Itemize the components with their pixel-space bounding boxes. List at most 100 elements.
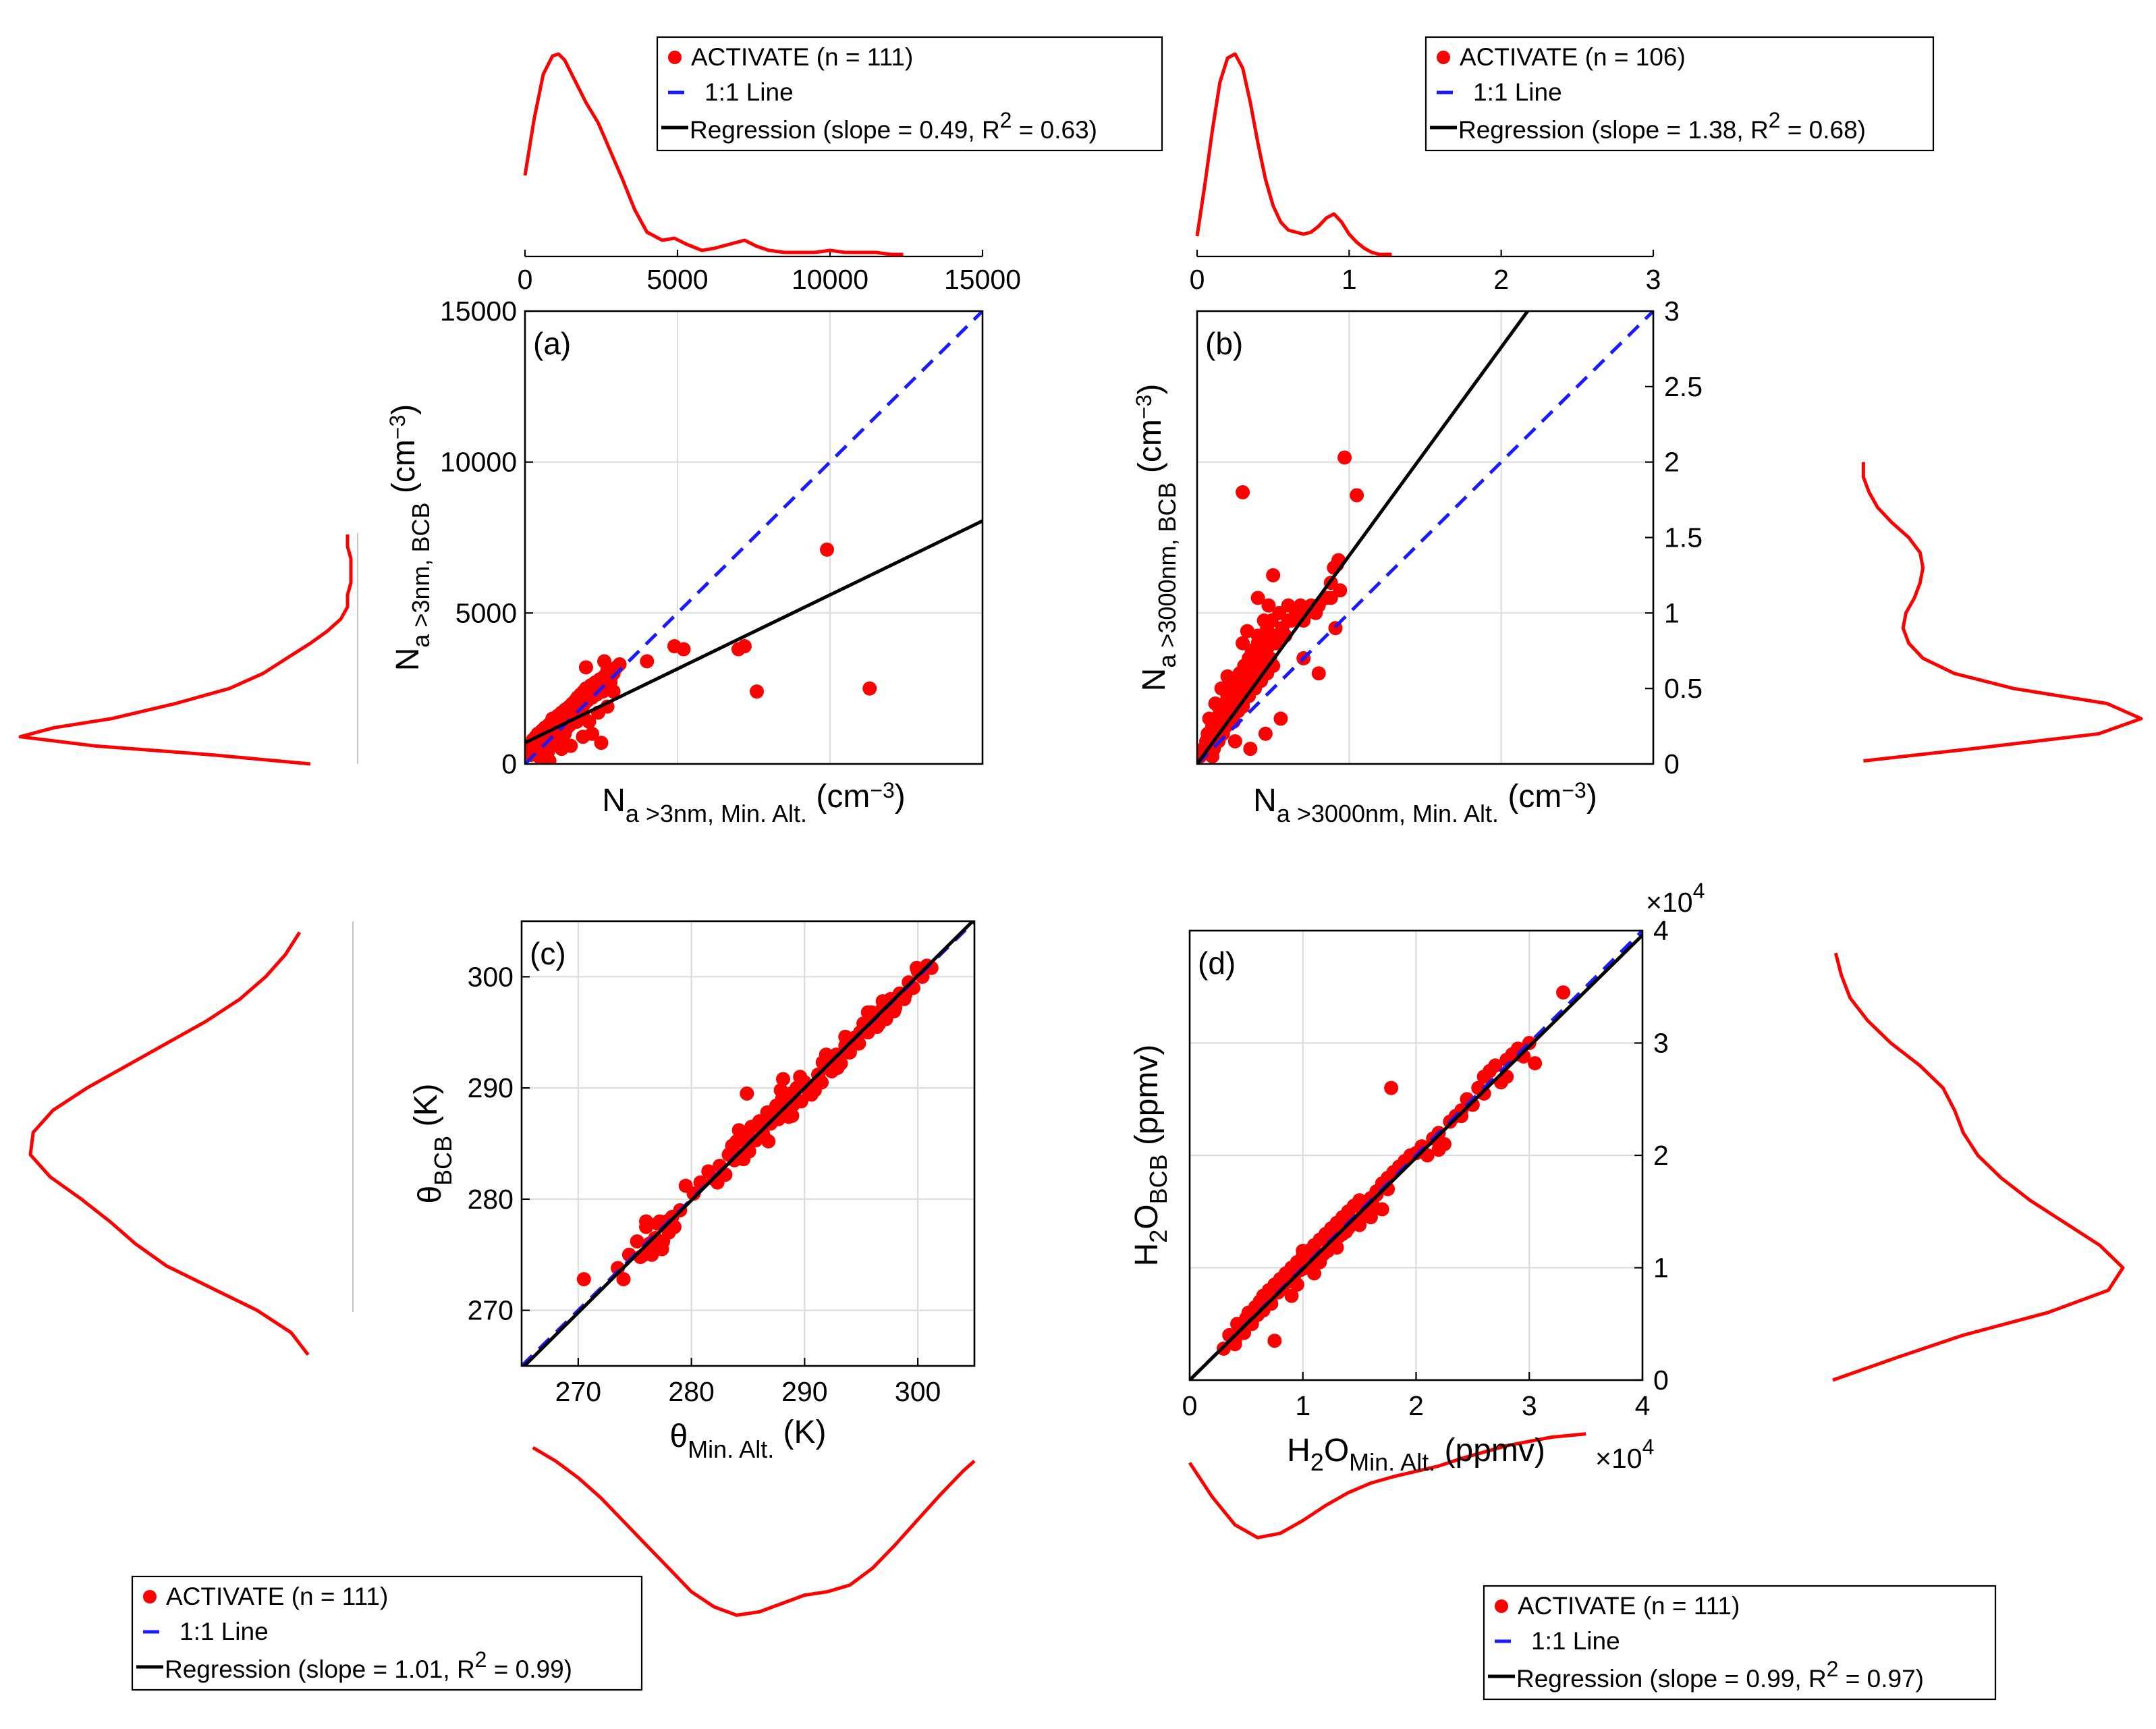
- top-axis-tick-label: 1: [1342, 264, 1357, 295]
- legend-regression-value: = 0.97): [1838, 1665, 1924, 1693]
- scatter-point: [1375, 1202, 1389, 1217]
- legend-label-points: ACTIVATE (n = 111): [1518, 1592, 1740, 1620]
- scatter-point: [578, 660, 593, 675]
- x-label-base: N: [1253, 783, 1277, 819]
- top-axis-tick-label: 0: [1190, 264, 1205, 295]
- legend-r2-exponent: 2: [1827, 1657, 1839, 1681]
- one-to-one-line: [1197, 311, 1653, 764]
- one-to-one-line: [525, 311, 983, 764]
- y-label-sub2: BCB: [1144, 1154, 1172, 1204]
- x-label-sub: a >3000nm, Min. Alt.: [1277, 800, 1499, 827]
- side-kde-curve: [18, 534, 353, 766]
- scatter-point: [1258, 726, 1273, 741]
- y-tick-label: 10000: [440, 447, 517, 478]
- y-label-unit: (cm: [386, 439, 422, 502]
- y-label-base: N: [1136, 668, 1172, 692]
- legend-box: [131, 1575, 643, 1691]
- regression-line: [525, 519, 983, 744]
- scatter-point: [804, 1087, 819, 1102]
- scatter-point: [731, 1123, 746, 1138]
- x-label-base: θ: [669, 1419, 688, 1454]
- legend-marker-points: [143, 1590, 157, 1603]
- panel-label: (a): [533, 326, 571, 361]
- scatter-point: [639, 1214, 654, 1229]
- top-axis-tick-label: 15000: [944, 264, 1021, 295]
- top-axis-tick-label: 2: [1493, 264, 1509, 295]
- scatter-point: [1528, 1055, 1543, 1070]
- scatter-point: [793, 1070, 808, 1085]
- top-axis-tick-label: 5000: [646, 264, 708, 295]
- scatter-point: [781, 1109, 796, 1124]
- legend-regression-value: = 0.68): [1780, 116, 1866, 144]
- scatter-point: [542, 754, 557, 764]
- top-axis-tick-label: 0: [518, 264, 533, 295]
- scatter-point: [1273, 711, 1288, 726]
- legend-regression-value: = 0.63): [1012, 116, 1097, 144]
- scatter-point: [1240, 624, 1254, 638]
- x-label-sub2: Min. Alt.: [1349, 1448, 1435, 1476]
- x-tick-label: 3: [1522, 1390, 1537, 1421]
- x-axis-label: Na >3000nm, Min. Alt. (cm−3): [1253, 778, 1597, 827]
- scale-times-ten: ×10: [1595, 1443, 1642, 1474]
- scatter-point: [1384, 1080, 1399, 1095]
- axes-frame: [520, 920, 976, 1367]
- y-tick-label: 0: [1664, 748, 1680, 779]
- scatter-point: [1312, 1255, 1327, 1269]
- y-label-sup: −3: [385, 415, 410, 439]
- scatter-point: [1284, 1288, 1299, 1303]
- scatter-point: [594, 736, 609, 750]
- y-label-mid: O: [1129, 1204, 1165, 1229]
- x-tick-label: 270: [555, 1376, 601, 1407]
- scatter-point: [1307, 1266, 1322, 1281]
- y-tick-label: 280: [468, 1184, 514, 1215]
- scatter-point: [773, 1082, 788, 1097]
- y-tick-label: 1: [1664, 597, 1680, 628]
- legend-marker-points: [668, 51, 682, 64]
- scale-exponent: 4: [1693, 879, 1705, 903]
- x-label-unit: (cm: [1499, 779, 1561, 815]
- y-tick-label: 2.5: [1664, 371, 1703, 402]
- scatter-point: [686, 1186, 701, 1201]
- y-label-close: ): [1132, 384, 1168, 395]
- legend-regression-text: Regression (slope = 1.38, R: [1458, 116, 1769, 144]
- legend-label-regression: Regression (slope = 0.99, R2 = 0.97): [1516, 1657, 1924, 1693]
- scatter-point: [1323, 591, 1338, 605]
- scatter-point: [725, 1138, 740, 1153]
- panel-label: (b): [1205, 326, 1243, 361]
- scatter-point: [819, 542, 834, 557]
- legend-label-regression: Regression (slope = 1.01, R2 = 0.99): [165, 1647, 572, 1683]
- y-label-base: N: [390, 648, 426, 671]
- panel-label: (d): [1198, 945, 1236, 981]
- x-tick-label: 2: [1408, 1390, 1424, 1421]
- x-label-close: ): [895, 779, 906, 815]
- scatter-point: [1227, 734, 1242, 748]
- scatter-point: [769, 1098, 783, 1113]
- scatter-point: [1214, 681, 1229, 696]
- x-tick-label: 290: [781, 1376, 827, 1407]
- scatter-point: [838, 1029, 853, 1044]
- scatter-point: [1488, 1058, 1503, 1073]
- scatter-point: [630, 1234, 644, 1248]
- scatter-point: [776, 1072, 791, 1087]
- scatter-point: [1205, 749, 1220, 764]
- scatter-point: [862, 681, 877, 696]
- y-label-unit: (ppmv): [1129, 1045, 1165, 1155]
- top-axis-tick-label: 10000: [792, 264, 868, 295]
- y-label-unit: (cm: [1132, 419, 1168, 482]
- scatter-point: [656, 1234, 671, 1248]
- y-axis-label: Na >3000nm, BCB (cm−3): [1132, 384, 1181, 692]
- fit-lines: [1197, 311, 1653, 764]
- legend-label-points: ACTIVATE (n = 106): [1460, 43, 1686, 71]
- scale-exponent: 4: [1642, 1435, 1655, 1459]
- scatter-point: [1476, 1086, 1491, 1101]
- x-axis-scale-factor: ×104: [1595, 1435, 1654, 1474]
- scatter-point: [1350, 488, 1364, 503]
- regression-line: [522, 921, 974, 1366]
